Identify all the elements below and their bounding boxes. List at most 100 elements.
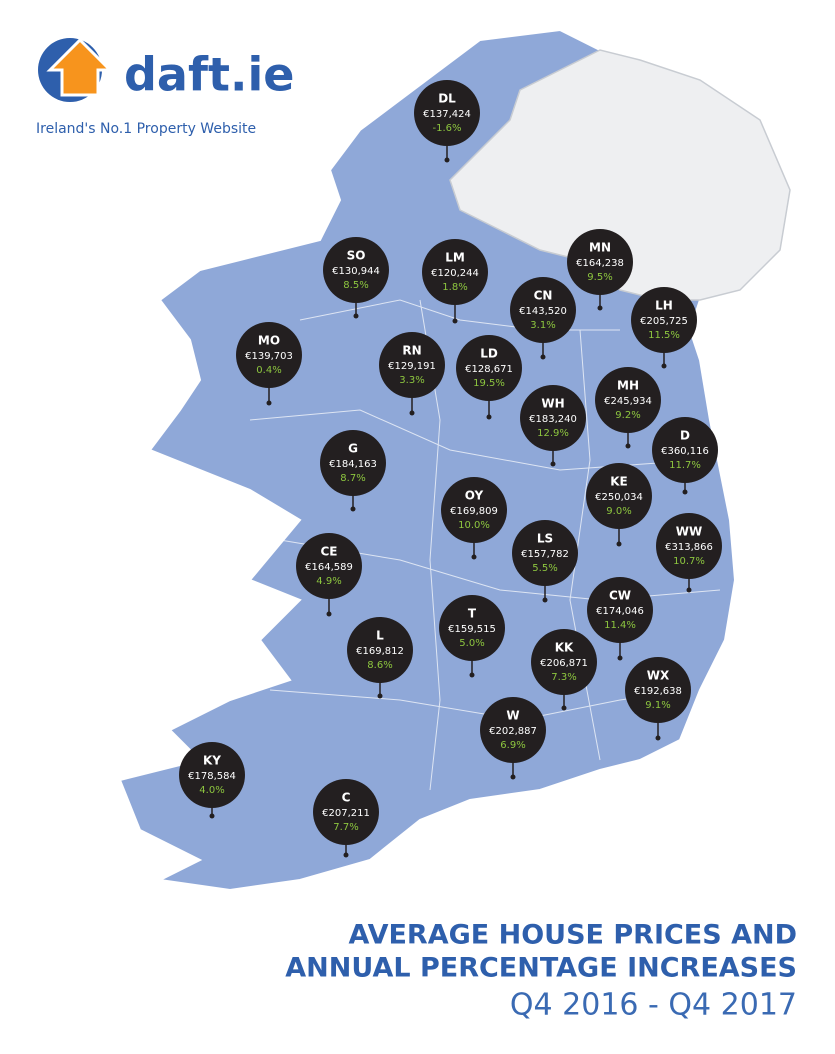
annual-change: 10.0% [458,520,490,531]
pin: LH €205,725 11.5% [631,287,697,369]
pin: WH €183,240 12.9% [520,385,586,467]
annual-change: 0.4% [256,365,281,376]
pin-dot [409,410,415,416]
pin: MH €245,934 9.2% [595,367,661,449]
pin-dot [444,157,450,163]
pin: SO €130,944 8.5% [323,237,389,319]
pin-dot [542,597,548,603]
average-price: €184,163 [329,459,377,470]
annual-change: 8.5% [343,280,368,291]
average-price: €164,238 [576,258,624,269]
annual-change: 7.3% [551,672,576,683]
pin-head [313,779,379,845]
annual-change: 6.9% [500,740,525,751]
pin-dot [469,672,475,678]
pin: RN €129,191 3.3% [379,332,445,416]
pin-dot [561,705,567,711]
average-price: €159,515 [448,624,496,635]
annual-change: 5.5% [532,563,557,574]
pin-head [441,477,507,543]
pin-dot [540,354,546,360]
county-code: OY [465,489,484,503]
pin: WW €313,866 10.7% [656,513,722,593]
county-code: KE [610,475,628,489]
logo-text: daft.ie [124,48,294,102]
pin-dot [377,693,383,699]
pins: DL€137,424-1.6%SO€130,9448.5%LM€120,2441… [179,80,722,858]
pin: D €360,116 11.7% [652,417,718,495]
pin-head [567,229,633,295]
average-price: €139,703 [245,351,293,362]
average-price: €164,589 [305,562,353,573]
average-price: €360,116 [661,446,709,457]
county-code: DL [438,92,456,106]
pin-head [414,80,480,146]
pin-head [323,237,389,303]
average-price: €202,887 [489,726,537,737]
annual-change: 9.5% [587,272,612,283]
county-code: C [342,791,351,805]
pin-dot [326,611,332,617]
pin: OY €169,809 10.0% [441,477,507,560]
average-price: €206,871 [540,658,588,669]
pin: DL €137,424 -1.6% [414,80,480,163]
annual-change: 8.6% [367,660,392,671]
county-code: MN [589,241,611,255]
annual-change: 11.5% [648,330,680,341]
pin-dot [661,363,667,369]
title-block: AVERAGE HOUSE PRICES AND ANNUAL PERCENTA… [285,920,797,1023]
period: Q4 2016 - Q4 2017 [510,988,797,1023]
pin-dot [597,305,603,311]
county-code: CW [609,589,631,603]
annual-change: 9.1% [645,700,670,711]
county-code: WW [676,525,702,539]
average-price: €137,424 [423,109,471,120]
pin-dot [550,461,556,467]
pin: CE €164,589 4.9% [296,533,362,617]
annual-change: 11.4% [604,620,636,631]
pin-dot [452,318,458,324]
average-price: €128,671 [465,364,513,375]
county-code: LD [480,347,498,361]
annual-change: 9.0% [606,506,631,517]
average-price: €169,809 [450,506,498,517]
annual-change: -1.6% [432,123,461,134]
pin-dot [616,541,622,547]
pin-head [456,335,522,401]
pin-head [520,385,586,451]
average-price: €313,866 [665,542,713,553]
pin: MO €139,703 0.4% [236,322,302,406]
pin-head [379,332,445,398]
pin: KE €250,034 9.0% [586,463,652,547]
annual-change: 7.7% [333,822,358,833]
pin: LS €157,782 5.5% [512,520,578,603]
average-price: €205,725 [640,316,688,327]
average-price: €250,034 [595,492,643,503]
pin: CN €143,520 3.1% [510,277,576,360]
county-code: T [468,607,477,621]
pin-dot [343,852,349,858]
pin-head [422,239,488,305]
title-line: ANNUAL PERCENTAGE INCREASES [285,953,797,984]
pin-head [510,277,576,343]
logo-house [46,37,114,97]
pin-head [236,322,302,388]
county-code: MH [617,379,639,393]
pin-head [652,417,718,483]
pin: C €207,211 7.7% [313,779,379,858]
county-code: W [506,709,519,723]
county-code: SO [347,249,366,263]
county-code: KK [555,641,574,655]
county-code: KY [203,754,221,768]
pin-dot [353,313,359,319]
pin: G €184,163 8.7% [320,430,386,512]
pin-head [439,595,505,661]
pin-dot [510,774,516,780]
pin: MN €164,238 9.5% [567,229,633,311]
county-code: RN [402,344,421,358]
annual-change: 4.0% [199,785,224,796]
pin-dot [682,489,688,495]
county-code: L [376,629,384,643]
average-price: €157,782 [521,549,569,560]
